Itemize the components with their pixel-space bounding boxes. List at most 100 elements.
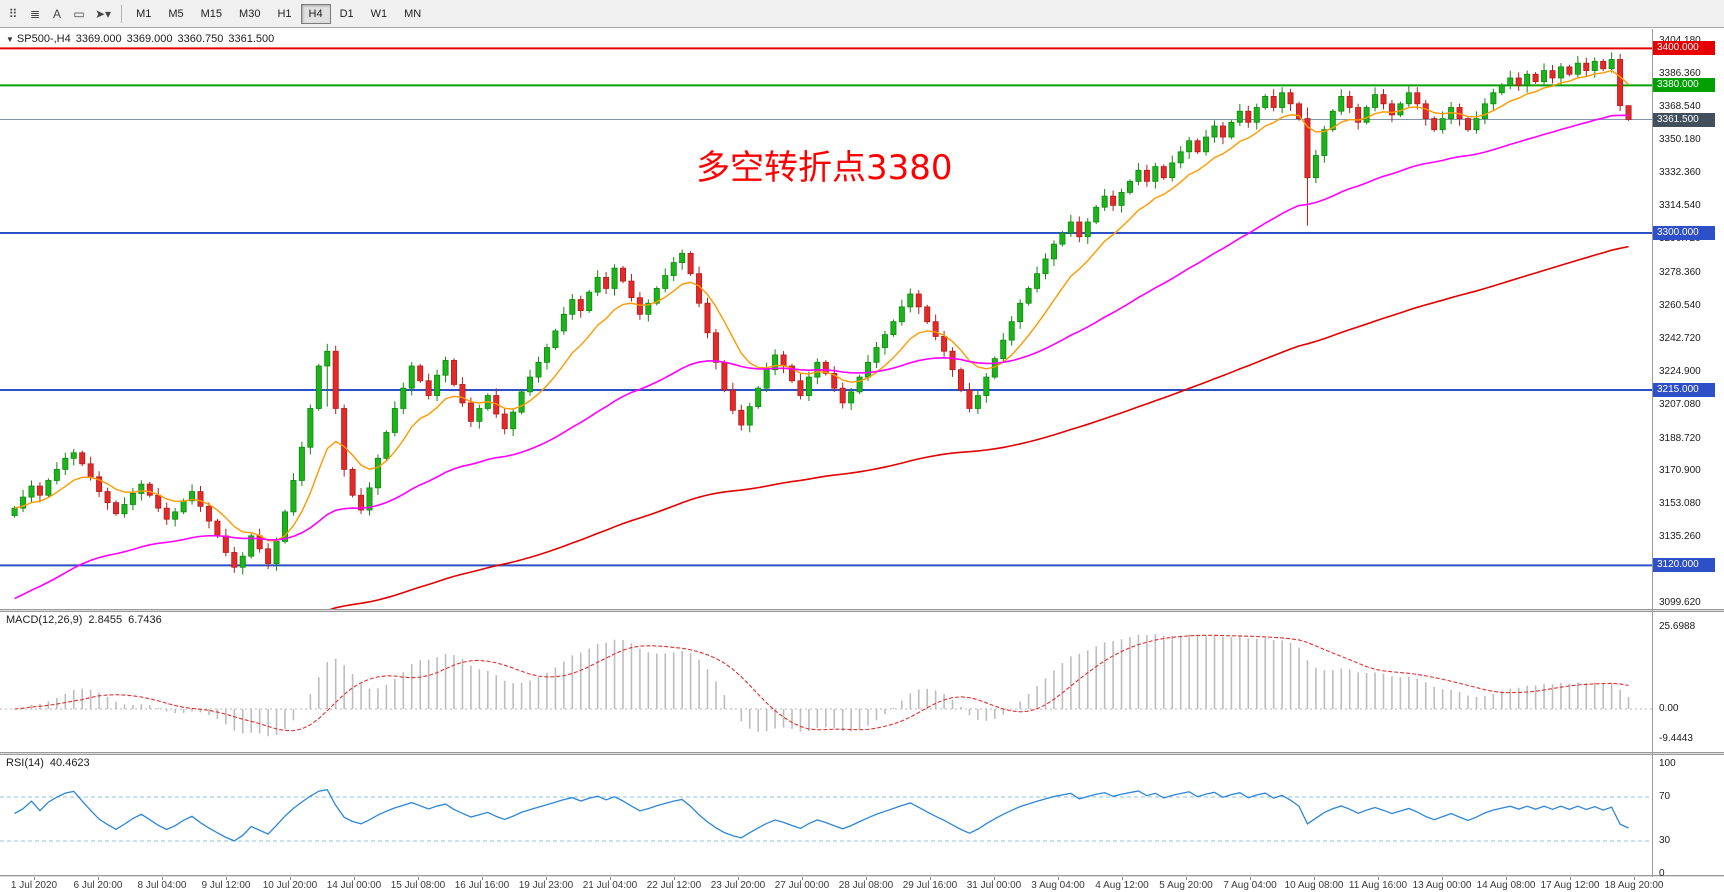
timeframe-button-m30[interactable]: M30 [231, 4, 268, 24]
time-axis-tick [1314, 877, 1315, 880]
time-axis-label: 10 Jul 20:00 [262, 880, 318, 891]
timeframe-button-mn[interactable]: MN [396, 4, 429, 24]
price-badge-3400.000: 3400.000 [1653, 41, 1715, 56]
symbol-timeframe: SP500-,H4 [16, 33, 71, 45]
time-axis-label: 27 Jul 00:00 [774, 880, 830, 891]
time-axis-tick [738, 877, 739, 880]
time-axis-tick [1378, 877, 1379, 880]
price-axis-label: 3153.080 [1659, 498, 1701, 510]
time-axis-tick [674, 877, 675, 880]
rsi-value: 40.4623 [49, 757, 90, 769]
time-axis-label: 10 Aug 08:00 [1284, 880, 1344, 891]
price-axis-label: 3242.720 [1659, 332, 1701, 344]
time-axis-tick [994, 877, 995, 880]
macd-pane-separator[interactable] [0, 609, 1724, 612]
time-axis-label: 21 Jul 04:00 [582, 880, 638, 891]
collapse-icon[interactable]: ▼ [6, 35, 14, 44]
price-badge-3215.000: 3215.000 [1653, 383, 1715, 397]
time-axis-label: 19 Jul 23:00 [518, 880, 574, 891]
price-axis-label: 3332.360 [1659, 167, 1701, 179]
price-axis-border [1652, 29, 1653, 877]
price-axis-label: 3368.540 [1659, 100, 1701, 112]
time-axis-tick [930, 877, 931, 880]
time-axis-label: 7 Aug 04:00 [1223, 880, 1277, 891]
time-axis-label: 1 Jul 2020 [10, 880, 58, 891]
time-axis-tick [354, 877, 355, 880]
macd-axis-label: -9.4443 [1659, 733, 1693, 745]
timeframe-button-h4[interactable]: H4 [300, 3, 331, 24]
time-axis-label: 16 Jul 16:00 [454, 880, 510, 891]
price-axis-label: 3188.720 [1659, 432, 1701, 444]
time-axis-tick [98, 877, 99, 880]
timeframe-button-m5[interactable]: M5 [160, 4, 191, 24]
time-axis-tick [1506, 877, 1507, 880]
time-axis-label: 18 Aug 20:00 [1604, 880, 1664, 891]
timeframe-button-h1[interactable]: H1 [269, 4, 299, 24]
price-badge-3300.000: 3300.000 [1653, 226, 1715, 241]
time-axis-label: 15 Jul 08:00 [390, 880, 446, 891]
time-axis-tick [1186, 877, 1187, 880]
rsi-header: RSI(14) 40.4623 [6, 757, 96, 769]
time-axis-label: 13 Aug 00:00 [1412, 880, 1472, 891]
time-axis-label: 23 Jul 20:00 [710, 880, 766, 891]
price-axis-label: 3350.180 [1659, 134, 1701, 146]
price-axis-label: 3207.080 [1659, 398, 1701, 410]
charts-list-icon[interactable]: ≣ [25, 4, 45, 24]
timeframe-button-w1[interactable]: W1 [363, 4, 396, 24]
rsi-axis-label: 30 [1659, 835, 1671, 846]
rsi-axis-label: 0 [1659, 868, 1665, 879]
timeframe-button-d1[interactable]: D1 [332, 4, 362, 24]
drag-handle-icon[interactable]: ⠿ [3, 4, 23, 24]
macd-axis-label: 25.6988 [1659, 620, 1696, 632]
price-axis-label: 3260.540 [1659, 299, 1701, 311]
toolbar: ⠿ ≣ A ▭ ➤▾ M1 M5 M15 M30 H1 H4 D1 W1 MN [0, 0, 1724, 28]
time-axis-label: 8 Jul 04:00 [137, 880, 187, 891]
time-axis-label: 5 Aug 20:00 [1159, 880, 1213, 891]
price-axis-label: 3224.900 [1659, 365, 1701, 377]
rsi-label: RSI(14) [6, 757, 44, 769]
shape-tool-icon[interactable]: ▭ [69, 4, 89, 24]
rsi-pane-separator[interactable] [0, 752, 1724, 755]
time-axis-label: 4 Aug 12:00 [1095, 880, 1149, 891]
toolbar-separator [121, 4, 123, 23]
time-axis-label: 14 Aug 08:00 [1476, 880, 1536, 891]
price-axis-label: 3135.260 [1659, 531, 1701, 543]
time-axis-tick [1122, 877, 1123, 880]
time-axis[interactable]: 1 Jul 2020 6 Jul 20:00 8 Jul 04:00 9 Jul 12… [0, 877, 1724, 892]
timeframe-button-m15[interactable]: M15 [193, 4, 230, 24]
time-axis-label: 31 Jul 00:00 [966, 880, 1022, 891]
time-axis-label: 6 Jul 20:00 [73, 880, 123, 891]
pointer-dropdown-icon[interactable]: ➤▾ [91, 4, 115, 24]
macd-axis-label: 0.00 [1659, 703, 1679, 714]
time-axis-tick [226, 877, 227, 880]
text-label-button[interactable]: A [47, 4, 67, 24]
time-axis-label: 22 Jul 12:00 [646, 880, 702, 891]
macd-label: MACD(12,26,9) [6, 614, 83, 626]
price-badge-3361.500: 3361.500 [1653, 112, 1715, 127]
time-axis-tick [1442, 877, 1443, 880]
ohlc-low: 3360.750 [177, 33, 224, 45]
price-axis-label: 3099.620 [1659, 597, 1701, 609]
ohlc-high: 3369.000 [126, 33, 173, 45]
time-axis-tick [1250, 877, 1251, 880]
price-axis-label: 3386.360 [1659, 67, 1701, 79]
ohlc-close: 3361.500 [228, 33, 275, 45]
timeframe-button-m1[interactable]: M1 [128, 4, 159, 24]
time-axis-label: 29 Jul 16:00 [902, 880, 958, 891]
time-axis-label: 9 Jul 12:00 [201, 880, 251, 891]
price-axis[interactable]: 3404.180 3386.360 3368.540 3350.180 3332.360… [1652, 0, 1724, 879]
ohlc-open: 3369.000 [75, 33, 122, 45]
rsi-axis-label: 100 [1659, 758, 1676, 769]
price-axis-label: 3314.540 [1659, 200, 1701, 212]
macd-value-signal: 6.7436 [128, 614, 162, 626]
time-axis-tick [162, 877, 163, 880]
rsi-axis-label: 70 [1659, 791, 1671, 802]
chart-annotation-text[interactable]: 多空转折点3380 [696, 148, 953, 188]
time-axis-tick [610, 877, 611, 880]
price-badge-3380.000: 3380.000 [1653, 78, 1715, 93]
time-axis-tick [1570, 877, 1571, 880]
time-axis-tick [34, 877, 35, 880]
price-axis-label: 3170.900 [1659, 465, 1701, 477]
macd-header: MACD(12,26,9) 2.8455 6.7436 [6, 614, 168, 626]
